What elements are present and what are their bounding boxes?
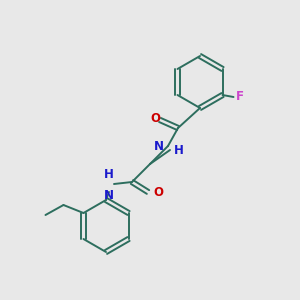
Text: F: F <box>236 91 244 103</box>
Text: H: H <box>104 168 114 181</box>
Text: H: H <box>174 143 184 157</box>
Text: O: O <box>150 112 160 125</box>
Text: O: O <box>153 187 163 200</box>
Text: N: N <box>154 140 164 154</box>
Text: N: N <box>104 189 114 202</box>
